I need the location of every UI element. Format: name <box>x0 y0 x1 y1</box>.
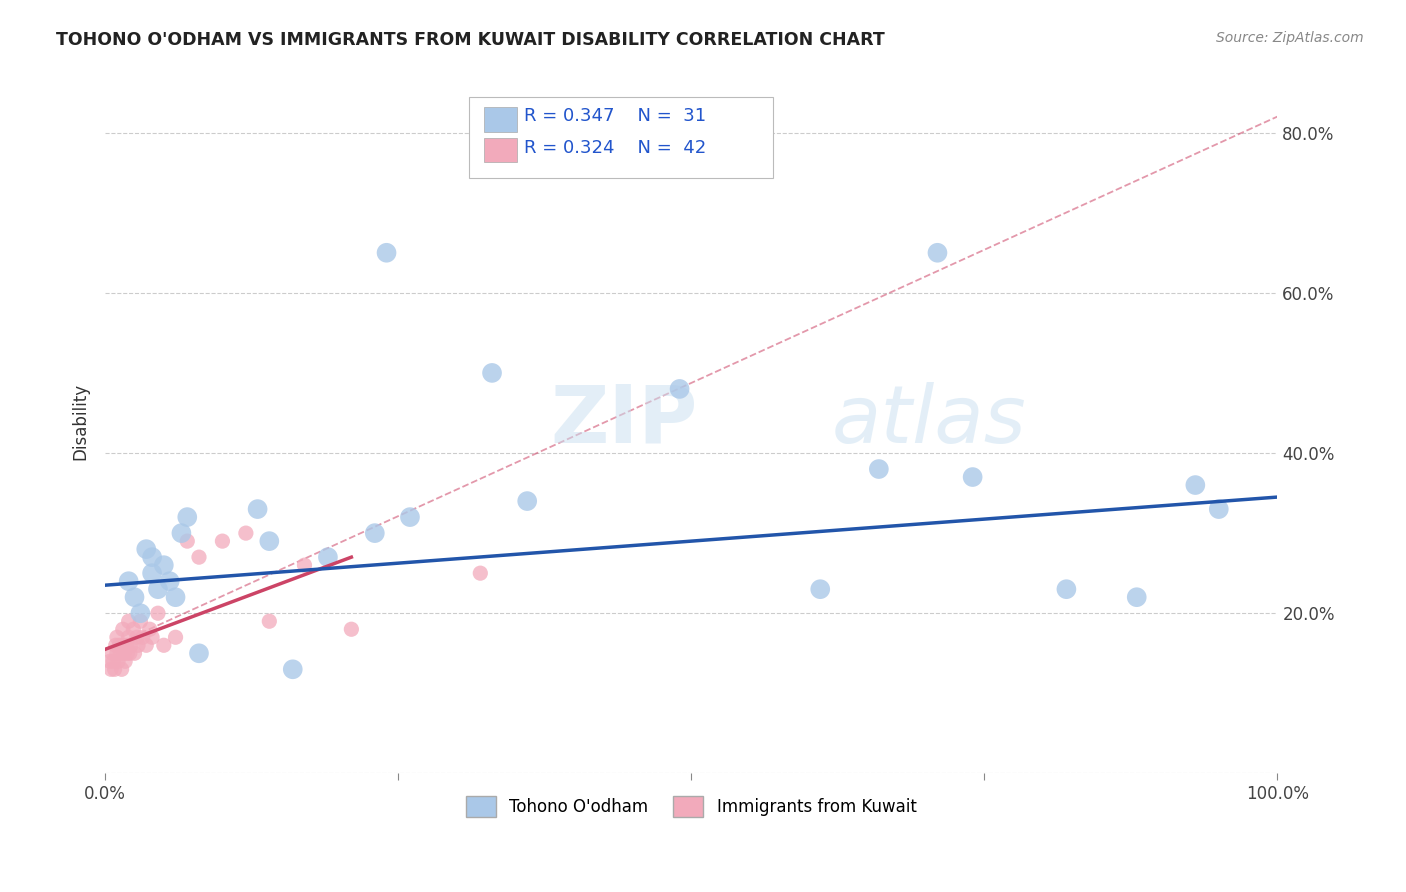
Y-axis label: Disability: Disability <box>72 383 89 459</box>
Point <box>111 638 134 652</box>
Point <box>259 534 281 549</box>
Point <box>118 614 141 628</box>
Point <box>165 591 187 605</box>
Point <box>170 526 193 541</box>
Point <box>104 638 127 652</box>
Point <box>962 470 984 484</box>
Legend: Tohono O'odham, Immigrants from Kuwait: Tohono O'odham, Immigrants from Kuwait <box>457 788 925 825</box>
Point <box>1208 502 1230 516</box>
Point <box>375 245 398 260</box>
Text: atlas: atlas <box>832 382 1026 460</box>
Point <box>481 366 503 380</box>
Point <box>114 654 136 668</box>
Point <box>127 638 149 652</box>
Point <box>122 622 145 636</box>
Point <box>470 566 492 581</box>
Point <box>111 622 134 636</box>
Point <box>103 654 125 668</box>
Point <box>153 558 176 573</box>
Point <box>107 654 129 668</box>
Point <box>668 382 690 396</box>
Point <box>141 566 163 581</box>
Point <box>124 646 146 660</box>
Point <box>340 622 363 636</box>
Point <box>188 550 211 565</box>
Text: R = 0.347    N =  31: R = 0.347 N = 31 <box>523 107 706 125</box>
Point <box>100 662 122 676</box>
Point <box>139 622 162 636</box>
Point <box>108 638 131 652</box>
Point <box>135 542 157 557</box>
FancyBboxPatch shape <box>484 107 516 132</box>
Point <box>115 638 138 652</box>
Point <box>165 630 187 644</box>
Point <box>118 646 141 660</box>
Point <box>316 550 339 565</box>
Point <box>146 582 169 597</box>
Point <box>132 630 155 644</box>
Point <box>259 614 281 628</box>
Point <box>105 646 128 660</box>
Point <box>153 638 176 652</box>
Point <box>927 245 949 260</box>
Point <box>808 582 831 597</box>
Text: TOHONO O'ODHAM VS IMMIGRANTS FROM KUWAIT DISABILITY CORRELATION CHART: TOHONO O'ODHAM VS IMMIGRANTS FROM KUWAIT… <box>56 31 884 49</box>
Point <box>176 534 198 549</box>
Text: R = 0.324    N =  42: R = 0.324 N = 42 <box>523 139 706 157</box>
Point <box>364 526 387 541</box>
Point <box>159 574 181 589</box>
Point <box>141 550 163 565</box>
Point <box>146 606 169 620</box>
Point <box>1125 591 1147 605</box>
Point <box>868 462 890 476</box>
Point <box>111 662 134 676</box>
Point <box>294 558 316 573</box>
Point <box>211 534 233 549</box>
Point <box>98 654 121 668</box>
Point <box>120 638 142 652</box>
Point <box>129 606 152 620</box>
Point <box>399 510 422 524</box>
Point <box>125 630 148 644</box>
Point <box>118 574 141 589</box>
Text: ZIP: ZIP <box>551 382 697 460</box>
Point <box>112 646 135 660</box>
Point <box>135 638 157 652</box>
FancyBboxPatch shape <box>468 96 773 178</box>
Point <box>101 646 124 660</box>
Point <box>118 630 141 644</box>
Point <box>105 630 128 644</box>
Point <box>110 646 132 660</box>
Point <box>141 630 163 644</box>
Point <box>1184 478 1206 492</box>
Text: Source: ZipAtlas.com: Source: ZipAtlas.com <box>1216 31 1364 45</box>
FancyBboxPatch shape <box>484 137 516 162</box>
Point <box>176 510 198 524</box>
Point <box>281 662 304 676</box>
Point <box>235 526 257 541</box>
Point <box>124 591 146 605</box>
Point <box>129 614 152 628</box>
Point <box>104 662 127 676</box>
Point <box>1054 582 1077 597</box>
Point <box>117 646 139 660</box>
Point <box>516 494 538 508</box>
Point <box>188 646 211 660</box>
Point <box>246 502 269 516</box>
